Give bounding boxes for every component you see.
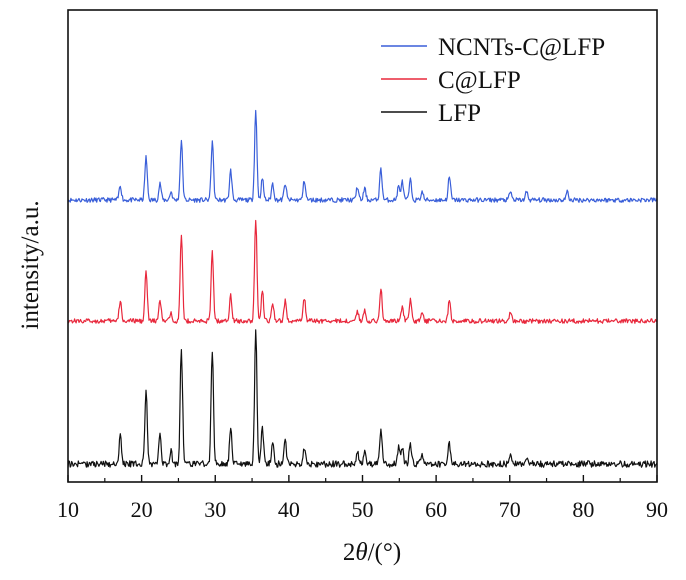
series-layer — [67, 109, 658, 468]
legend: NCNTs-C@LFP C@LFP LFP — [381, 34, 605, 127]
plot-frame — [67, 9, 658, 483]
x-tick-label-50: 50 — [352, 497, 374, 522]
x-tick-label-80: 80 — [572, 497, 594, 522]
x-tick-label-90: 90 — [646, 497, 668, 522]
series-line-lfp — [67, 329, 658, 468]
x-tick-label-20: 20 — [131, 497, 153, 522]
tick-layer: 10 20 30 40 50 60 70 80 90 — [57, 475, 668, 522]
series-line-c-lfp — [67, 219, 658, 324]
legend-label-lfp: LFP — [438, 100, 481, 127]
x-axis-label: 2θ/(°) — [343, 539, 401, 566]
legend-label-c-lfp: C@LFP — [438, 67, 521, 94]
x-axis-label-suffix: /(°) — [368, 539, 402, 566]
legend-label-ncnts-c-lfp: NCNTs-C@LFP — [438, 34, 605, 61]
x-axis-label-prefix: 2 — [343, 539, 356, 566]
x-tick-label-40: 40 — [278, 497, 300, 522]
x-tick-label-70: 70 — [499, 497, 521, 522]
x-tick-label-60: 60 — [425, 497, 447, 522]
y-axis-label: intensity/a.u. — [17, 200, 44, 329]
x-axis-label-symbol: θ — [355, 539, 367, 566]
x-tick-label-10: 10 — [57, 497, 79, 522]
series-line-ncnts-c-lfp — [67, 109, 658, 203]
x-tick-label-30: 30 — [204, 497, 226, 522]
